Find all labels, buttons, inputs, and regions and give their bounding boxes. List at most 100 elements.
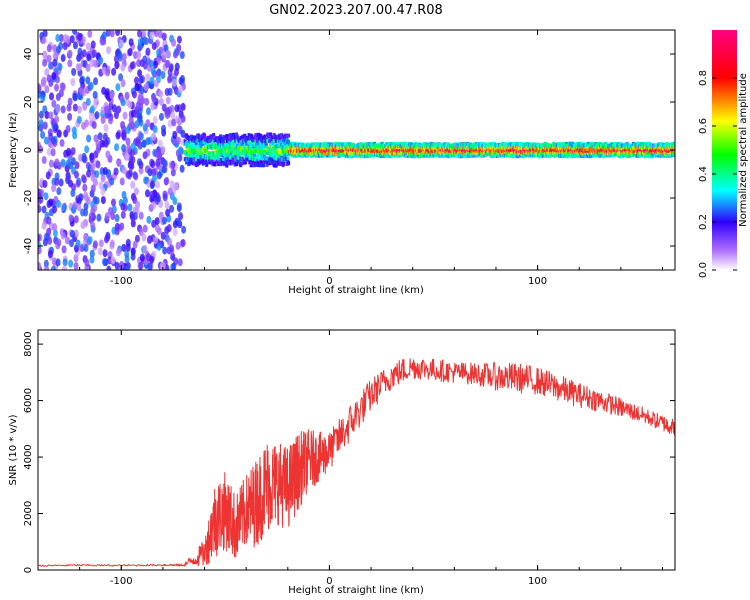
heatmap-cell — [46, 147, 52, 156]
heatmap-cell — [185, 140, 189, 145]
y-tick-label: 0 — [23, 567, 34, 573]
heatmap-cell — [167, 75, 173, 84]
heatmap-cell — [150, 160, 156, 169]
heatmap-cell — [201, 136, 205, 141]
heatmap-cell — [273, 141, 277, 146]
heatmap-cell — [137, 69, 143, 78]
heatmap-cell — [223, 161, 227, 166]
heatmap-cell — [227, 138, 231, 143]
heatmap-cell — [130, 213, 136, 222]
heatmap-cell — [149, 190, 155, 199]
heatmap-cell — [62, 42, 68, 51]
heatmap-cell — [157, 30, 163, 39]
heatmap-xlabel: Height of straight line (km) — [288, 285, 424, 296]
heatmap-cell — [101, 31, 107, 40]
heatmap-cell — [75, 239, 81, 248]
heatmap-cell — [68, 179, 74, 188]
heatmap-cell — [102, 167, 108, 176]
heatmap-cell — [174, 62, 180, 71]
heatmap-cell — [213, 153, 217, 158]
x-tick-label: -100 — [110, 576, 133, 587]
heatmap-cell — [172, 228, 178, 237]
heatmap-cell — [113, 54, 119, 63]
heatmap-cell — [42, 121, 48, 130]
heatmap-cell — [212, 133, 216, 138]
heatmap-cell — [42, 179, 48, 188]
heatmap-cell — [98, 181, 104, 190]
heatmap-cell — [67, 49, 73, 58]
heatmap-cell — [175, 136, 181, 145]
heatmap-cell — [133, 172, 139, 181]
heatmap-cell — [60, 105, 66, 114]
heatmap-cell — [243, 133, 247, 138]
heatmap-cell — [125, 170, 131, 179]
heatmap-cell — [287, 161, 291, 166]
heatmap-cell — [114, 214, 120, 223]
heatmap-cell — [153, 236, 159, 245]
heatmap-cell — [115, 131, 121, 140]
heatmap-cell — [58, 34, 64, 43]
heatmap-cell — [178, 212, 184, 221]
heatmap-chart: -100 0 100 -40 -20 0 20 40 Height of straight l… — [8, 29, 676, 296]
heatmap-cell — [41, 205, 47, 214]
heatmap-cell — [169, 204, 175, 213]
heatmap-cell — [241, 134, 245, 139]
heatmap-cell — [83, 191, 89, 200]
heatmap-cell — [134, 83, 140, 92]
heatmap-cell — [46, 227, 52, 236]
heatmap-cell — [164, 201, 170, 210]
heatmap-cell — [101, 86, 107, 95]
heatmap-cell — [228, 157, 232, 162]
heatmap-cell — [115, 83, 121, 92]
heatmap-cell — [156, 68, 162, 77]
heatmap-cell — [258, 163, 262, 168]
snr-marks — [38, 358, 675, 568]
heatmap-cell — [156, 227, 162, 236]
heatmap-cell — [237, 151, 241, 156]
heatmap-cell — [170, 168, 176, 177]
heatmap-cell — [248, 145, 252, 150]
heatmap-cell — [178, 85, 184, 94]
heatmap-cell — [203, 158, 207, 163]
heatmap-cell — [205, 153, 209, 158]
heatmap-cell — [176, 35, 182, 44]
heatmap-cell — [70, 189, 76, 198]
heatmap-cell — [210, 155, 214, 160]
heatmap-cell — [188, 144, 192, 149]
heatmap-cell — [177, 258, 183, 267]
heatmap-cell — [60, 158, 66, 167]
heatmap-cell — [44, 68, 50, 77]
heatmap-cell — [136, 30, 142, 38]
heatmap-cell — [219, 148, 223, 153]
heatmap-cell — [248, 156, 252, 161]
heatmap-cell — [170, 111, 176, 120]
heatmap-cell — [41, 76, 47, 85]
heatmap-cell — [242, 144, 246, 149]
heatmap-cell — [103, 105, 109, 114]
heatmap-cell — [501, 149, 505, 154]
heatmap-cell — [165, 208, 171, 217]
y-tick-label: 40 — [23, 48, 34, 61]
heatmap-cell — [54, 83, 60, 92]
heatmap-cell — [179, 51, 185, 60]
heatmap-cell — [282, 149, 286, 154]
heatmap-cell — [157, 139, 163, 148]
heatmap-cell — [162, 216, 168, 225]
heatmap-cell — [220, 161, 224, 166]
heatmap-cell — [119, 177, 125, 186]
heatmap-cell — [151, 42, 157, 51]
y-tick-label: 0 — [23, 147, 34, 153]
heatmap-cell — [175, 241, 181, 250]
heatmap-cell — [78, 193, 84, 202]
heatmap-cell — [109, 177, 115, 186]
heatmap-cell — [116, 159, 122, 168]
heatmap-cell — [43, 136, 49, 145]
heatmap-cell — [52, 229, 58, 238]
heatmap-cell — [149, 180, 155, 189]
heatmap-cell — [50, 265, 56, 270]
heatmap-cell — [38, 234, 41, 243]
heatmap-cell — [161, 51, 167, 60]
heatmap-cell — [151, 174, 157, 183]
heatmap-cell — [155, 180, 161, 189]
